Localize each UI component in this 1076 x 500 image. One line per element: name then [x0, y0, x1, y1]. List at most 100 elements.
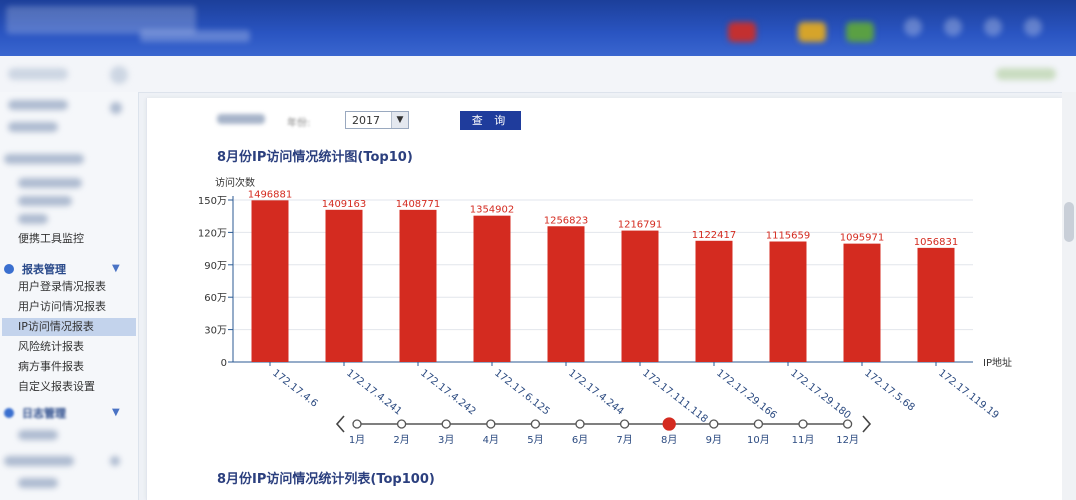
y-axis-label: 访问次数 — [215, 176, 255, 189]
month-label[interactable]: 10月 — [747, 434, 770, 446]
x-tick-label: 172.17.111.118 — [640, 368, 709, 426]
help-icon[interactable] — [984, 18, 1002, 36]
breadcrumb-blurred — [8, 68, 68, 80]
x-tick-label: 172.17.4.241 — [344, 368, 403, 418]
bar-value-label: 1256823 — [544, 215, 589, 226]
sidebar-toggle-icon[interactable] — [110, 102, 122, 114]
sidebar-item-ip-access-report[interactable]: IP访问情况报表 — [2, 318, 136, 336]
sidebar-blurred-item[interactable] — [18, 478, 58, 488]
month-dot[interactable] — [753, 419, 764, 429]
sidebar-item-risk-report[interactable]: 风险统计报表 — [18, 340, 84, 353]
month-dot[interactable] — [619, 419, 630, 429]
bar — [917, 247, 955, 362]
x-tick-label: 172.17.29.180 — [788, 368, 852, 422]
month-label[interactable]: 5月 — [527, 434, 543, 446]
month-label[interactable]: 6月 — [572, 434, 588, 446]
collapse-icon[interactable] — [110, 66, 128, 84]
month-dot-selected[interactable] — [662, 417, 676, 431]
bar — [547, 226, 585, 362]
month-dot[interactable] — [842, 419, 853, 429]
sidebar-blurred-arrow[interactable] — [110, 456, 120, 466]
notice-icon[interactable] — [798, 22, 826, 42]
sidebar-blurred-item[interactable] — [18, 178, 82, 188]
chevron-down-icon[interactable]: ▼ — [391, 112, 408, 128]
month-label[interactable]: 3月 — [438, 434, 454, 446]
query-button[interactable]: 查 询 — [460, 111, 521, 130]
sidebar-group-reports[interactable]: 报表管理 ▼ — [4, 260, 134, 278]
x-tick-label: 172.17.6.125 — [492, 368, 551, 418]
bar — [325, 209, 363, 362]
year-select[interactable]: 2017 ▼ — [345, 111, 409, 129]
chevron-right-icon[interactable] — [862, 415, 872, 433]
user-icon[interactable] — [904, 18, 922, 36]
sidebar-item-user-login-report[interactable]: 用户登录情况报表 — [18, 280, 106, 293]
month-label[interactable]: 9月 — [706, 434, 722, 446]
month-label[interactable]: 11月 — [792, 434, 815, 446]
sidebar-blurred-item[interactable] — [18, 430, 58, 440]
sidebar-blurred-group[interactable] — [4, 456, 74, 466]
bar-value-label: 1496881 — [248, 189, 293, 200]
year-label: 年份: — [287, 118, 311, 129]
y-tick-label: 30万 — [204, 326, 227, 337]
sidebar-blurred-group[interactable] — [4, 154, 84, 164]
month-label[interactable]: 4月 — [483, 434, 499, 446]
x-tick-label: 172.17.29.166 — [714, 368, 778, 422]
scrollbar[interactable] — [1062, 92, 1076, 500]
breadcrumb-bar — [0, 56, 1076, 93]
bar — [695, 240, 733, 362]
bar-value-label: 1216791 — [618, 220, 663, 231]
chevron-down-icon: ▼ — [112, 263, 120, 274]
month-dot[interactable] — [396, 419, 407, 429]
sidebar-item-event-report[interactable]: 病方事件报表 — [18, 360, 84, 373]
month-label[interactable]: 2月 — [393, 434, 409, 446]
month-label[interactable]: 7月 — [616, 434, 632, 446]
sidebar-item-user-access-report[interactable]: 用户访问情况报表 — [18, 300, 106, 313]
x-tick-label: 172.17.119.19 — [936, 368, 1000, 422]
x-tick-label: 172.17.4.6 — [270, 368, 319, 410]
filter-label-blurred — [217, 114, 265, 124]
bar — [251, 200, 289, 362]
month-dot[interactable] — [798, 419, 808, 429]
main-content: 年份: 2017 ▼ 查 询 8月份IP访问情况统计图(Top10) 访问次数 0… — [146, 98, 1063, 500]
sidebar-blurred-item[interactable] — [8, 122, 58, 132]
month-dot[interactable] — [352, 419, 362, 429]
chevron-left-icon[interactable] — [335, 415, 345, 433]
year-select-value: 2017 — [352, 114, 380, 127]
sidebar-blurred-item[interactable] — [18, 214, 48, 224]
sidebar: 便携工具监控 报表管理 ▼ 用户登录情况报表 用户访问情况报表 IP访问情况报表… — [0, 92, 139, 500]
sidebar-blurred-item[interactable] — [8, 100, 68, 110]
month-dot[interactable] — [486, 419, 496, 429]
bar-value-label: 1122417 — [692, 230, 737, 241]
scrollbar-thumb[interactable] — [1064, 202, 1074, 242]
bar — [399, 209, 437, 362]
x-tick-label: 172.17.4.244 — [566, 368, 625, 418]
bar-value-label: 1095971 — [840, 233, 885, 244]
bar-value-label: 1056831 — [914, 237, 959, 248]
month-dot[interactable] — [709, 419, 719, 429]
bar — [473, 215, 511, 362]
y-tick-label: 120万 — [198, 228, 227, 239]
settings-icon[interactable] — [944, 18, 962, 36]
chart-title: 8月份IP访问情况统计图(Top10) — [217, 150, 413, 165]
month-dot[interactable] — [530, 419, 541, 429]
sidebar-item-custom-report[interactable]: 自定义报表设置 — [18, 380, 95, 393]
month-label[interactable]: 8月 — [661, 434, 677, 446]
status-icon[interactable] — [846, 22, 874, 42]
x-tick-label: 172.17.4.242 — [418, 368, 477, 418]
bar-value-label: 1408771 — [396, 199, 441, 210]
top-right-tool-icon[interactable] — [996, 68, 1056, 80]
sidebar-blurred-item[interactable] — [18, 196, 72, 206]
top-header-bar — [0, 0, 1076, 56]
logout-icon[interactable] — [1024, 18, 1042, 36]
sidebar-group-logs[interactable]: 日志管理 ▼ — [4, 404, 134, 422]
log-group-icon — [4, 408, 14, 418]
alert-icon[interactable] — [728, 22, 756, 42]
month-dot[interactable] — [575, 419, 585, 429]
app-logo — [6, 6, 196, 34]
month-label[interactable]: 12月 — [836, 434, 859, 446]
month-dot[interactable] — [441, 419, 451, 429]
report-group-icon — [4, 264, 14, 274]
sidebar-group-label: 日志管理 — [22, 407, 66, 420]
sidebar-item-tool-monitor[interactable]: 便携工具监控 — [18, 232, 84, 245]
month-label[interactable]: 1月 — [349, 434, 365, 446]
